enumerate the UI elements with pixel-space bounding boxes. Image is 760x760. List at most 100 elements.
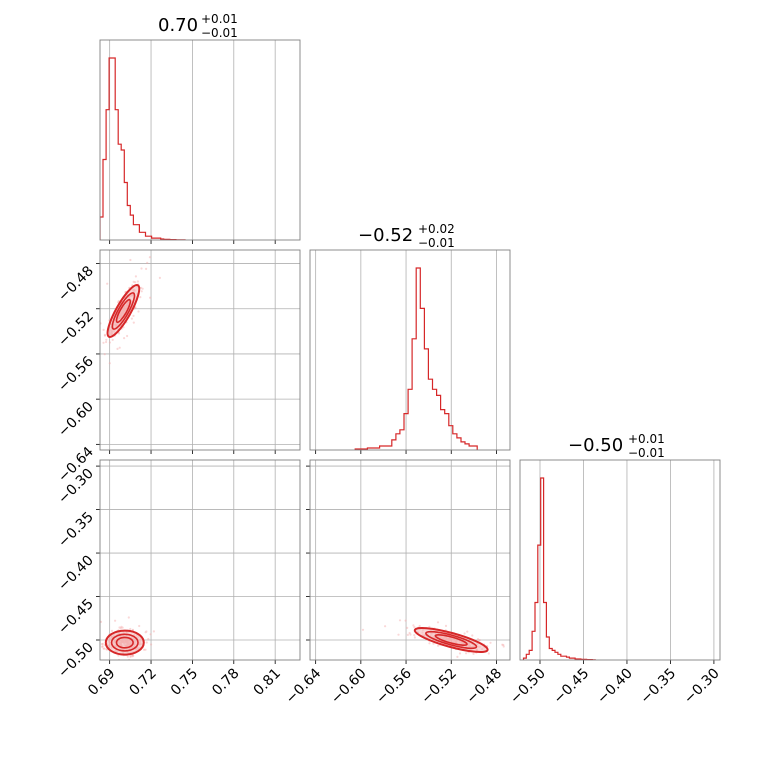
scatter-point xyxy=(437,644,440,647)
scatter-point xyxy=(478,639,481,642)
x-tick-label: −0.50 xyxy=(507,666,549,708)
scatter-point xyxy=(489,641,492,644)
scatter-point xyxy=(152,630,155,633)
scatter-point xyxy=(478,639,481,642)
density-contour xyxy=(110,633,139,652)
scatter-point xyxy=(406,633,409,637)
scatter-point xyxy=(143,648,146,651)
panel-frame xyxy=(99,249,301,451)
scatter-point xyxy=(120,625,123,629)
scatter-point xyxy=(412,624,415,627)
scatter-point xyxy=(456,655,459,659)
title-err-minus-1: −0.01 xyxy=(201,26,238,40)
scatter-point xyxy=(137,310,140,313)
scatter-point xyxy=(103,353,106,356)
x-tick-label: −0.48 xyxy=(464,666,506,708)
panel-content xyxy=(100,616,155,666)
scatter-point xyxy=(101,645,104,648)
scatter-point xyxy=(145,641,148,644)
scatter-point xyxy=(100,643,104,646)
scatter-point xyxy=(134,306,137,309)
histogram-step xyxy=(522,477,596,660)
scatter-point xyxy=(102,341,105,344)
scatter-point xyxy=(138,624,141,628)
scatter-point xyxy=(102,647,105,650)
panel-content xyxy=(522,477,596,660)
y-tick-label: −0.48 xyxy=(55,263,97,305)
scatter-point xyxy=(140,290,143,293)
y-tick-label: −0.52 xyxy=(55,308,97,350)
scatter-point xyxy=(129,627,132,631)
scatter-point xyxy=(117,299,120,303)
scatter-point xyxy=(465,652,468,655)
title-err-minus-2: −0.01 xyxy=(418,236,455,250)
scatter-point xyxy=(408,631,411,635)
title-err-plus-1: +0.01 xyxy=(201,12,238,26)
scatter-point xyxy=(132,321,135,324)
scatter-point xyxy=(131,655,134,658)
scatter-point xyxy=(110,629,114,633)
scatter-point xyxy=(131,628,134,631)
panel-content xyxy=(354,267,478,450)
scatter-panel-param-1-vs-3 xyxy=(96,459,301,666)
x-tick-label: 0.81 xyxy=(251,666,284,699)
scatter-panel-param-1-vs-2 xyxy=(96,249,301,454)
scatter-point xyxy=(115,664,117,666)
scatter-point xyxy=(148,256,151,259)
scatter-point xyxy=(129,654,132,658)
scatter-point xyxy=(398,619,402,622)
scatter-point xyxy=(487,652,490,655)
y-tick-labels-param-3: −0.30−0.35−0.40−0.45−0.50 xyxy=(55,466,97,682)
scatter-point xyxy=(413,636,416,639)
scatter-point xyxy=(126,655,129,658)
density-contour xyxy=(111,292,136,330)
x-tick-label: −0.60 xyxy=(328,666,370,708)
x-tick-label: 0.72 xyxy=(126,666,159,699)
x-tick-label: −0.64 xyxy=(283,665,325,707)
density-contour xyxy=(106,284,141,338)
title-value-1: 0.70 xyxy=(158,15,198,36)
scatter-point xyxy=(397,633,400,636)
scatter-point xyxy=(471,634,474,637)
scatter-point xyxy=(123,337,126,340)
scatter-point xyxy=(149,296,152,299)
scatter-point xyxy=(101,642,104,646)
title-param-2: −0.52 +0.02 −0.01 xyxy=(358,222,455,250)
x-tick-label: 0.69 xyxy=(85,666,118,699)
scatter-point xyxy=(114,619,117,622)
scatter-point xyxy=(502,645,505,648)
density-contour xyxy=(425,630,478,650)
title-err-minus-3: −0.01 xyxy=(628,446,665,460)
panel-frame xyxy=(99,459,301,661)
panel-content xyxy=(361,619,505,659)
scatter-point xyxy=(116,347,119,350)
scatter-point xyxy=(108,362,111,365)
scatter-point xyxy=(103,647,106,650)
scatter-point xyxy=(139,286,143,289)
x-tick-label: −0.35 xyxy=(638,666,680,708)
scatter-point xyxy=(145,630,148,633)
title-param-3: −0.50 +0.01 −0.01 xyxy=(568,432,665,460)
hist-panel-param-3 xyxy=(519,459,721,664)
scatter-point xyxy=(121,626,124,629)
scatter-point xyxy=(100,620,103,623)
scatter-point xyxy=(105,340,108,344)
scatter-point xyxy=(149,633,152,636)
scatter-point xyxy=(502,643,505,647)
scatter-point xyxy=(118,626,121,629)
scatter-point xyxy=(118,346,121,349)
scatter-point xyxy=(458,652,462,655)
scatter-point xyxy=(472,652,475,656)
scatter-point xyxy=(105,338,108,341)
scatter-point xyxy=(119,627,122,630)
scatter-point xyxy=(444,624,448,628)
scatter-point xyxy=(428,642,431,645)
scatter-point xyxy=(145,267,148,270)
hist-panel-param-2 xyxy=(309,249,511,454)
title-err-plus-2: +0.02 xyxy=(418,222,455,236)
scatter-point xyxy=(129,258,132,262)
panel-frame xyxy=(99,39,301,241)
panel-frame xyxy=(309,459,511,661)
scatter-point xyxy=(384,625,387,628)
